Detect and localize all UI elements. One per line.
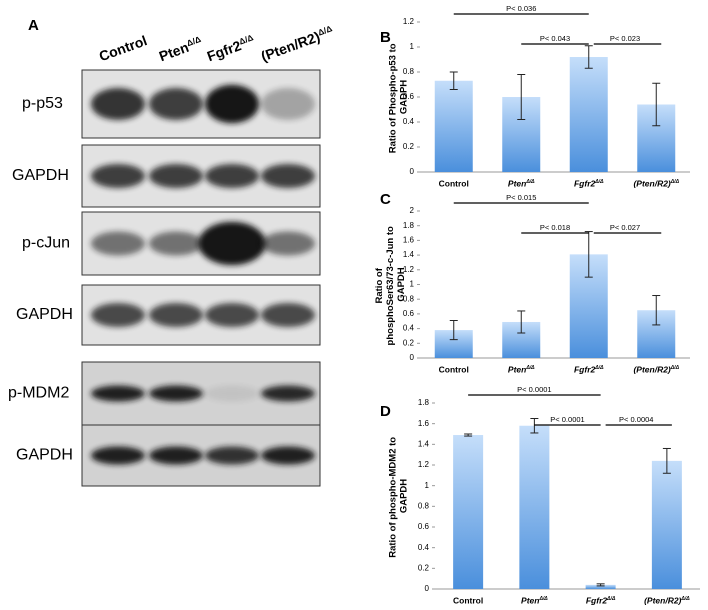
blot-band bbox=[149, 88, 203, 120]
bar bbox=[585, 584, 616, 589]
blot-band bbox=[205, 446, 259, 465]
blot-band bbox=[261, 164, 315, 188]
x-tick-label: Control bbox=[439, 178, 469, 188]
y-tick-label: 1.2 bbox=[403, 17, 415, 26]
y-tick-label: 1 bbox=[410, 42, 415, 51]
blot-band bbox=[91, 164, 145, 188]
x-tick-label: (Pten/R2)Δ/Δ bbox=[644, 595, 690, 605]
y-tick-label: 1 bbox=[425, 481, 430, 490]
y-tick-label: 0.6 bbox=[418, 522, 430, 531]
panel-label: C bbox=[380, 191, 391, 208]
y-tick-label: 0.8 bbox=[403, 67, 415, 76]
y-axis-label: Ratio of Phospho-p53 to GADPH bbox=[387, 41, 409, 153]
y-tick-label: 0.8 bbox=[403, 294, 415, 303]
y-tick-label: 0.4 bbox=[418, 543, 430, 552]
blot-band bbox=[91, 385, 145, 402]
bar bbox=[453, 435, 484, 589]
significance-label: P< 0.0004 bbox=[619, 415, 653, 424]
row-label: GAPDH bbox=[12, 167, 69, 184]
significance-label: P< 0.015 bbox=[506, 193, 536, 202]
lane-header: PtenΔ/Δ bbox=[157, 34, 204, 64]
blot-band bbox=[261, 88, 315, 120]
blot-band bbox=[261, 231, 315, 256]
lane-header: Fgfr2Δ/Δ bbox=[205, 32, 257, 64]
bar bbox=[519, 425, 550, 589]
significance-label: P< 0.023 bbox=[610, 34, 640, 43]
x-tick-label: Fgfr2Δ/Δ bbox=[574, 178, 604, 188]
y-tick-label: 1.8 bbox=[403, 221, 415, 230]
y-tick-label: 0.4 bbox=[403, 117, 415, 126]
blot-band bbox=[91, 446, 145, 465]
blot-band bbox=[205, 84, 259, 124]
blot-band bbox=[91, 303, 145, 327]
y-axis-label: Ratio of phospho-MDM2 to GAPDH bbox=[387, 434, 409, 557]
lane-header: (Pten/R2)Δ/Δ bbox=[259, 23, 336, 64]
x-tick-label: PtenΔ/Δ bbox=[508, 178, 535, 188]
x-tick-label: (Pten/R2)Δ/Δ bbox=[633, 364, 679, 374]
y-tick-label: 0.6 bbox=[403, 309, 415, 318]
blot-band bbox=[261, 446, 315, 465]
y-tick-label: 1 bbox=[410, 280, 415, 289]
blot-band bbox=[91, 231, 145, 256]
y-tick-label: 0 bbox=[410, 167, 415, 176]
x-tick-label: (Pten/R2)Δ/Δ bbox=[633, 178, 679, 188]
significance-label: P< 0.0001 bbox=[517, 385, 551, 394]
y-tick-label: 0.4 bbox=[403, 324, 415, 333]
row-label: p-cJun bbox=[22, 235, 70, 252]
lane-header: Control bbox=[97, 32, 149, 64]
y-tick-label: 0.2 bbox=[403, 142, 415, 151]
y-tick-label: 0 bbox=[425, 584, 430, 593]
blot-band bbox=[261, 385, 315, 402]
y-tick-label: 0.6 bbox=[403, 92, 415, 101]
bar bbox=[434, 80, 473, 172]
row-label: GAPDH bbox=[16, 447, 73, 464]
significance-label: P< 0.027 bbox=[610, 223, 640, 232]
blot-band bbox=[91, 88, 145, 120]
y-tick-label: 2 bbox=[410, 206, 415, 215]
blot-band bbox=[205, 385, 259, 402]
blot-band bbox=[205, 164, 259, 188]
x-tick-label: PtenΔ/Δ bbox=[521, 595, 548, 605]
blot-band bbox=[261, 303, 315, 327]
y-tick-label: 1.6 bbox=[403, 236, 415, 245]
blot-band bbox=[149, 303, 203, 327]
blot-band bbox=[198, 221, 266, 266]
bar bbox=[569, 57, 608, 172]
blot-band bbox=[149, 385, 203, 402]
y-axis-label: Ratio of phosphoSer63/73-c-Jun to GAPDH bbox=[374, 224, 407, 346]
panel-label: B bbox=[380, 29, 391, 46]
x-tick-label: Fgfr2Δ/Δ bbox=[574, 364, 604, 374]
x-tick-label: Control bbox=[453, 595, 483, 605]
row-label: GAPDH bbox=[16, 306, 73, 323]
panel-label: A bbox=[28, 17, 39, 34]
row-label: p-p53 bbox=[22, 95, 63, 112]
blot-band bbox=[149, 231, 203, 256]
blot-band bbox=[205, 303, 259, 327]
bar bbox=[651, 460, 682, 589]
y-tick-label: 1.2 bbox=[403, 265, 415, 274]
blot-band bbox=[149, 164, 203, 188]
significance-label: P< 0.043 bbox=[540, 34, 570, 43]
x-tick-label: Fgfr2Δ/Δ bbox=[586, 595, 616, 605]
y-tick-label: 1.6 bbox=[418, 419, 430, 428]
y-tick-label: 1.2 bbox=[418, 460, 430, 469]
y-tick-label: 1.8 bbox=[418, 398, 430, 407]
y-tick-label: 0 bbox=[410, 353, 415, 362]
x-tick-label: PtenΔ/Δ bbox=[508, 364, 535, 374]
panel-label: D bbox=[380, 403, 391, 420]
y-tick-label: 1.4 bbox=[418, 439, 430, 448]
significance-label: P< 0.018 bbox=[540, 223, 570, 232]
y-tick-label: 0.2 bbox=[418, 563, 430, 572]
significance-label: P< 0.0001 bbox=[550, 415, 584, 424]
x-tick-label: Control bbox=[439, 364, 469, 374]
y-tick-label: 1.4 bbox=[403, 250, 415, 259]
y-tick-label: 0.8 bbox=[418, 501, 430, 510]
row-label: p-MDM2 bbox=[8, 385, 69, 402]
blot-band bbox=[149, 446, 203, 465]
y-tick-label: 0.2 bbox=[403, 338, 415, 347]
significance-label: P< 0.036 bbox=[506, 4, 536, 13]
